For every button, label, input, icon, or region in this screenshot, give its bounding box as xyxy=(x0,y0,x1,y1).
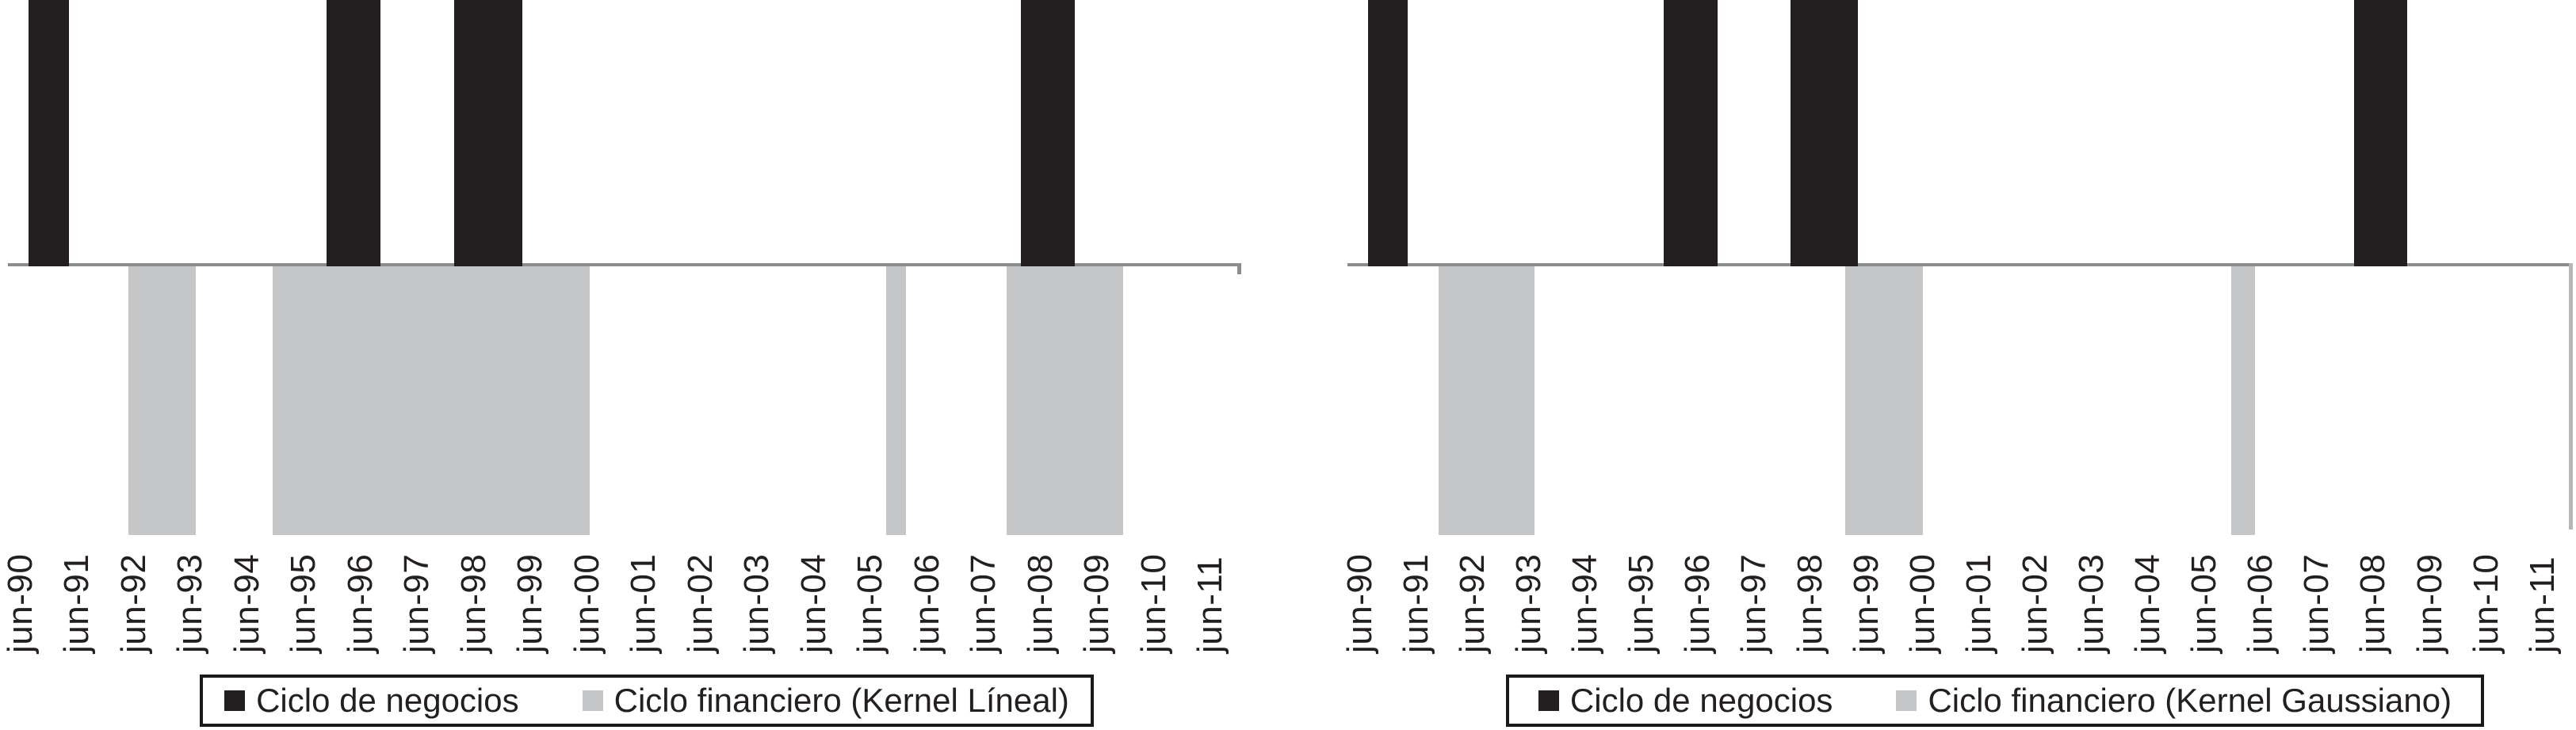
legend-label-financial: Ciclo financiero (Kernel Líneal) xyxy=(613,682,1069,719)
legend-label-financial: Ciclo financiero (Kernel Gaussiano) xyxy=(1928,682,2452,719)
x-axis-label: jun-08 xyxy=(2353,553,2393,653)
x-axis-label: jun-02 xyxy=(2016,553,2055,653)
x-axis-label: jun-96 xyxy=(1677,553,1717,653)
x-axis-label: jun-07 xyxy=(2297,553,2337,653)
business-cycle-bar xyxy=(29,0,69,266)
x-axis-label: jun-04 xyxy=(2128,553,2168,653)
legend-label-business: Ciclo de negocios xyxy=(256,682,519,719)
business-cycle-bar xyxy=(326,0,380,266)
x-axis-label: jun-98 xyxy=(1791,553,1829,653)
x-axis-label: jun-00 xyxy=(1903,553,1943,653)
plot-area-kernel-lineal xyxy=(8,0,1241,535)
x-axis-label: jun-95 xyxy=(1621,553,1661,653)
financial-cycle-bar xyxy=(2231,266,2256,535)
legend-swatch-business-icon xyxy=(1538,690,1559,711)
x-axis-label: jun-97 xyxy=(1733,553,1773,653)
legend-swatch-financial-icon xyxy=(1896,690,1917,711)
plot-area-kernel-gaussiano xyxy=(1347,0,2573,535)
x-axis-label: jun-03 xyxy=(2072,553,2112,653)
x-axis-label: jun-94 xyxy=(1565,553,1604,653)
business-cycle-bar xyxy=(1020,0,1075,266)
business-cycle-bar xyxy=(1791,0,1859,266)
business-cycle-bar xyxy=(2353,0,2408,266)
x-axis-label: jun-05 xyxy=(2184,553,2224,653)
x-axis-line xyxy=(8,263,1241,266)
financial-cycle-bar xyxy=(272,266,590,535)
x-axis-label: jun-09 xyxy=(2410,553,2449,653)
x-axis-line xyxy=(1347,263,2573,266)
legend-label-business: Ciclo de negocios xyxy=(1569,682,1833,719)
business-cycle-bar xyxy=(1368,0,1408,266)
x-axis-label: jun-10 xyxy=(2466,553,2505,653)
business-cycle-bar xyxy=(453,0,522,266)
plot-right-border xyxy=(2569,263,2573,529)
legend-kernel-gaussiano: Ciclo de negocios Ciclo financiero (Kern… xyxy=(1506,675,2484,727)
legend-swatch-business-icon xyxy=(224,690,246,711)
x-axis-label: jun-92 xyxy=(1452,553,1492,653)
x-axis-label: jun-06 xyxy=(2241,553,2280,653)
x-axis-label: jun-01 xyxy=(1959,553,1999,653)
x-axis-label: jun-11 xyxy=(2522,556,2562,653)
business-cycle-bar xyxy=(1664,0,1718,266)
x-axis-label: jun-90 xyxy=(1340,553,1379,653)
x-axis-label: jun-91 xyxy=(1396,553,1435,653)
financial-cycle-bar xyxy=(1845,266,1924,535)
x-axis-label: jun-99 xyxy=(1847,553,1886,653)
legend-swatch-financial-icon xyxy=(582,690,603,711)
x-axis-end-tick xyxy=(1237,263,1241,274)
financial-cycle-bar xyxy=(1439,266,1535,535)
financial-cycle-bar xyxy=(886,266,906,535)
financial-cycle-bar xyxy=(128,266,197,535)
x-axis-label: jun-93 xyxy=(1508,553,1548,653)
financial-cycle-bar xyxy=(1006,266,1123,535)
legend-kernel-lineal: Ciclo de negocios Ciclo financiero (Kern… xyxy=(200,675,1094,727)
